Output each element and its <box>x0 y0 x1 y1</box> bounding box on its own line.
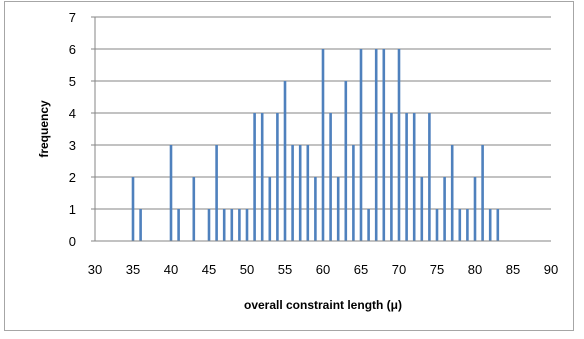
bar <box>238 209 241 241</box>
x-tick-label: 65 <box>354 262 368 277</box>
bar <box>283 81 287 241</box>
bar <box>222 209 226 241</box>
bar <box>336 177 340 241</box>
bar <box>268 177 272 241</box>
bar <box>466 209 469 241</box>
bar <box>450 145 454 241</box>
bar <box>230 209 234 241</box>
bar <box>215 145 218 241</box>
bar <box>352 145 355 241</box>
y-tick-label: 0 <box>69 234 76 249</box>
bar <box>382 49 386 241</box>
bar <box>177 209 180 241</box>
y-tick-labels: 0 1 2 3 4 5 6 7 <box>69 10 76 249</box>
chart-border <box>4 1 574 331</box>
bars-group <box>131 49 500 241</box>
x-tick-label: 85 <box>506 262 520 277</box>
bar <box>321 49 325 241</box>
bar <box>253 113 256 241</box>
y-tick-label: 6 <box>69 42 76 57</box>
bar <box>169 145 173 241</box>
x-tick-label: 70 <box>392 262 406 277</box>
bar <box>435 209 439 241</box>
y-tick-label: 4 <box>69 106 76 121</box>
bar <box>131 177 135 241</box>
x-tick-label: 60 <box>316 262 330 277</box>
bar <box>428 113 431 241</box>
bar <box>139 209 142 241</box>
bar <box>291 145 294 241</box>
bar <box>192 177 196 241</box>
y-tick-label: 5 <box>69 74 76 89</box>
x-axis-title: overall constraint length (μ) <box>244 298 402 312</box>
bar <box>488 209 492 241</box>
y-tick-label: 2 <box>69 170 76 185</box>
x-tick-label: 50 <box>240 262 254 277</box>
x-tick-label: 80 <box>468 262 482 277</box>
bar <box>420 177 424 241</box>
x-tick-label: 45 <box>202 262 216 277</box>
x-tick-labels: 30 35 40 45 50 55 60 65 70 75 80 85 90 <box>88 262 558 277</box>
x-tick-label: 90 <box>544 262 558 277</box>
x-tick-label: 30 <box>88 262 102 277</box>
bar <box>207 209 211 241</box>
bar <box>443 177 446 241</box>
y-tick-label: 1 <box>69 202 76 217</box>
bar <box>496 209 500 241</box>
bar <box>298 145 302 241</box>
bar <box>314 177 317 241</box>
bar <box>473 177 477 241</box>
x-tick-label: 75 <box>430 262 444 277</box>
x-tick-label: 35 <box>126 262 140 277</box>
bar <box>458 209 462 241</box>
bar <box>481 145 484 241</box>
x-tick-label: 55 <box>278 262 292 277</box>
bar <box>359 49 363 241</box>
y-axis-title: frequency <box>37 100 51 158</box>
bar <box>276 113 279 241</box>
bar <box>260 113 264 241</box>
bar <box>397 49 401 241</box>
y-tick-label: 3 <box>69 138 76 153</box>
bar <box>405 113 408 241</box>
bar <box>374 49 378 241</box>
bar <box>367 209 370 241</box>
y-tick-label: 7 <box>69 10 76 25</box>
x-tick-label: 40 <box>164 262 178 277</box>
bar <box>412 113 416 241</box>
bar <box>329 113 332 241</box>
bar <box>245 209 249 241</box>
bar <box>390 113 393 241</box>
axes-group <box>91 16 551 242</box>
bar <box>306 145 310 241</box>
bar <box>344 81 348 241</box>
